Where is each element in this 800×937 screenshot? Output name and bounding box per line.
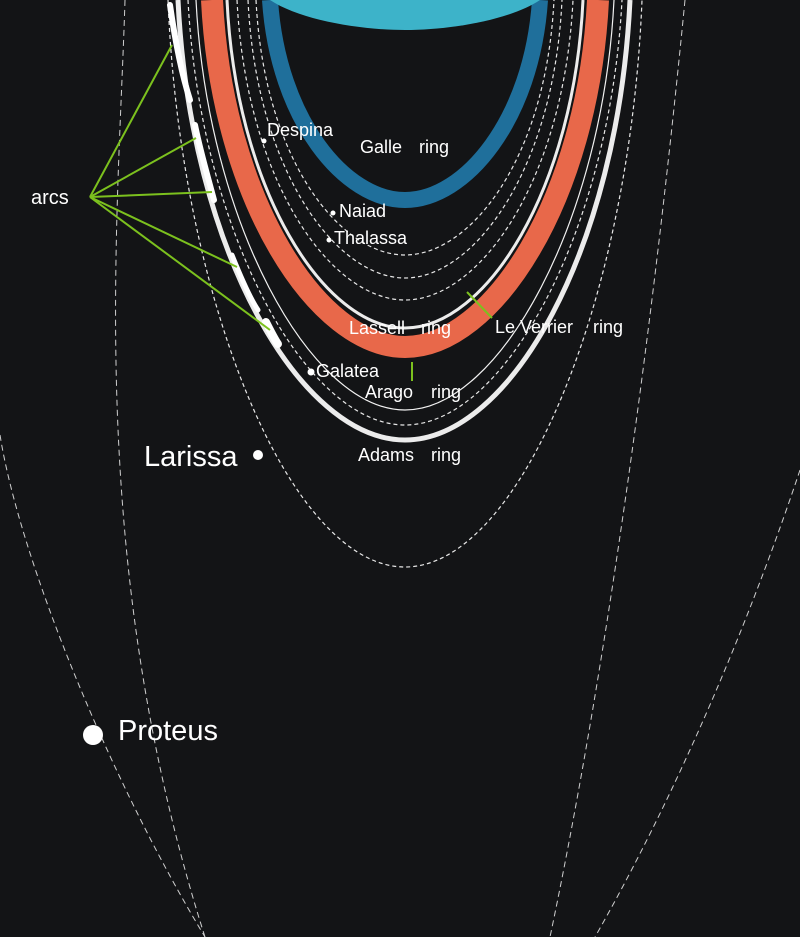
galle-ring-name-label: Galle bbox=[360, 137, 402, 157]
arcs-leader-line bbox=[89, 44, 173, 198]
arcs-leader-line bbox=[89, 191, 213, 198]
lassell-ring-word-label: ring bbox=[421, 318, 451, 338]
proteus-label: Proteus bbox=[118, 715, 218, 747]
le-verrier-ring bbox=[225, 0, 585, 330]
ring-arcs bbox=[262, 318, 282, 348]
arcs-label: arcs bbox=[31, 187, 69, 209]
naiad-moon bbox=[330, 210, 336, 216]
larissa-moon bbox=[253, 450, 263, 460]
lassell-ring-name-label: Lassell bbox=[349, 318, 405, 338]
galle-ring bbox=[262, 0, 548, 209]
arcs-leader-line bbox=[89, 196, 271, 331]
outer-orbit-left bbox=[115, 0, 206, 937]
ring-arcs bbox=[229, 252, 261, 313]
larissa-label: Larissa bbox=[144, 441, 238, 473]
adams-ring bbox=[175, 0, 633, 443]
neptune-planet bbox=[270, 0, 540, 30]
ring-arcs bbox=[192, 122, 217, 203]
thalassa-label: Thalassa bbox=[334, 228, 408, 248]
naiad-label: Naiad bbox=[339, 201, 386, 221]
outer-orbit-right bbox=[549, 0, 686, 937]
le-verrier-ring-name-label: Le Verrier bbox=[495, 317, 573, 337]
le-verrier-ring-word-label: ring bbox=[593, 317, 623, 337]
adams-ring-word-label: ring bbox=[431, 445, 461, 465]
arago-ring bbox=[195, 0, 615, 411]
naiad-orbit bbox=[255, 0, 555, 256]
arcs-leader-line bbox=[89, 137, 197, 198]
arcs-leader-line bbox=[89, 196, 238, 268]
galatea-moon bbox=[307, 368, 315, 376]
thalassa-orbit bbox=[247, 0, 563, 279]
proteus-orbit bbox=[0, 434, 206, 937]
despina-moon bbox=[261, 138, 267, 144]
larissa-orbit bbox=[167, 0, 643, 568]
lassell-ring bbox=[201, 0, 609, 359]
proteus-moon bbox=[83, 725, 103, 745]
galatea-label: Galatea bbox=[316, 361, 380, 381]
ring-arcs bbox=[167, 2, 193, 103]
thalassa-moon bbox=[326, 237, 332, 243]
proteus-orbit-right bbox=[594, 469, 800, 937]
galle-ring-word-label: ring bbox=[419, 137, 449, 157]
arago-ring-word-label: ring bbox=[431, 382, 461, 402]
arago-ring-name-label: Arago bbox=[365, 382, 413, 402]
despina-label: Despina bbox=[267, 120, 334, 140]
le-verrier-leader-line bbox=[466, 291, 493, 319]
despina-orbit bbox=[236, 0, 574, 301]
adams-ring-name-label: Adams bbox=[358, 445, 414, 465]
